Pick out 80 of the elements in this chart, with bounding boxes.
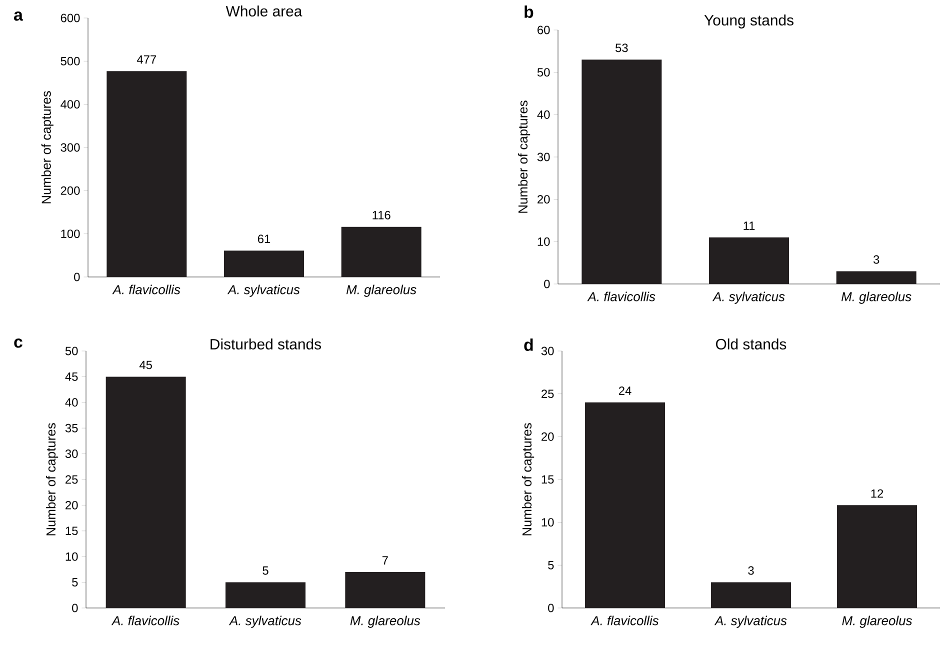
y-tick-label: 25	[542, 390, 554, 398]
data-label: 11	[744, 222, 755, 230]
y-tick-label: 200	[60, 186, 80, 195]
y-tick-label: 30	[65, 450, 78, 458]
y-tick-label: 10	[542, 518, 554, 527]
data-label: 116	[372, 210, 390, 220]
x-tick-label: A. flavicollis	[111, 616, 180, 626]
bar	[226, 582, 306, 608]
y-tick-label: 10	[538, 237, 550, 246]
y-tick-label: 20	[538, 195, 550, 204]
data-label: 24	[618, 386, 632, 395]
y-tick-label: 0	[548, 604, 554, 612]
bar	[341, 226, 422, 277]
y-tick-label: 60	[538, 26, 550, 34]
bar	[582, 60, 662, 284]
bar	[709, 237, 790, 284]
y-tick-label: 50	[65, 346, 78, 356]
x-tick-label: A. flavicollis	[112, 284, 180, 294]
bar	[106, 376, 186, 608]
y-axis-title: Number of captures	[41, 91, 54, 204]
x-tick-label: A. flavicollis	[590, 616, 659, 626]
y-tick-label: 25	[66, 475, 78, 484]
text: d	[524, 338, 533, 351]
y-tick-label: 45	[65, 372, 78, 381]
y-tick-label: 500	[60, 56, 80, 66]
text: c	[14, 338, 22, 348]
data-label: 5	[262, 566, 268, 575]
text: b	[524, 6, 534, 18]
x-tick-label: A. flavicollis	[587, 292, 656, 302]
y-tick-label: 5	[72, 578, 78, 586]
y-tick-label: 30	[541, 346, 554, 356]
bar	[837, 505, 918, 608]
text: a	[14, 12, 24, 21]
data-label: 7	[382, 556, 388, 564]
y-tick-label: 100	[61, 230, 80, 238]
y-axis-title: Number of captures	[46, 423, 58, 536]
bar	[836, 271, 916, 284]
bar	[345, 572, 426, 608]
bar	[585, 402, 666, 608]
y-tick-label: 20	[542, 432, 554, 441]
chart-title: Disturbed stands	[210, 338, 321, 350]
y-tick-label: 40	[65, 398, 78, 407]
x-tick-label: M. glareolus	[346, 284, 416, 297]
x-tick-label: A. sylvaticus	[228, 616, 302, 628]
data-label: 477	[136, 55, 156, 64]
y-tick-label: 0	[544, 280, 550, 288]
chart-title: Young stands	[704, 14, 794, 28]
y-tick-label: 35	[65, 424, 78, 432]
x-tick-label: M. glareolus	[841, 292, 912, 304]
y-axis-title: Number of captures	[518, 100, 530, 213]
y-tick-label: 600	[60, 14, 80, 22]
chart-title: Old stands	[716, 338, 786, 350]
y-axis-title: Number of captures	[522, 423, 534, 536]
x-tick-label: A. sylvaticus	[714, 616, 787, 628]
data-label: 53	[616, 44, 628, 52]
bar	[711, 582, 792, 608]
y-tick-label: 5	[548, 560, 554, 570]
data-label: 45	[139, 360, 152, 370]
y-tick-label: 30	[537, 152, 550, 162]
chart-title: Whole area	[226, 6, 302, 16]
data-label: 3	[873, 255, 880, 264]
data-label: 61	[258, 234, 270, 244]
y-tick-label: 15	[542, 475, 554, 484]
data-label: 3	[748, 566, 754, 575]
y-tick-label: 40	[537, 110, 550, 119]
x-tick-label: M. glareolus	[350, 616, 420, 628]
y-tick-label: 400	[60, 100, 80, 109]
y-tick-label: 300	[60, 143, 80, 152]
x-tick-label: A. sylvaticus	[227, 284, 300, 297]
bar	[106, 71, 187, 277]
y-tick-label: 0	[72, 604, 78, 612]
x-tick-label: M. glareolus	[842, 616, 912, 628]
y-tick-label: 50	[537, 68, 550, 77]
x-tick-label: A. sylvaticus	[712, 292, 785, 304]
bar	[224, 250, 304, 277]
y-tick-label: 20	[66, 500, 78, 510]
data-label: 12	[871, 489, 884, 498]
y-tick-label: 0	[74, 272, 80, 282]
y-tick-label: 10	[66, 552, 78, 561]
y-tick-label: 15	[66, 526, 78, 536]
